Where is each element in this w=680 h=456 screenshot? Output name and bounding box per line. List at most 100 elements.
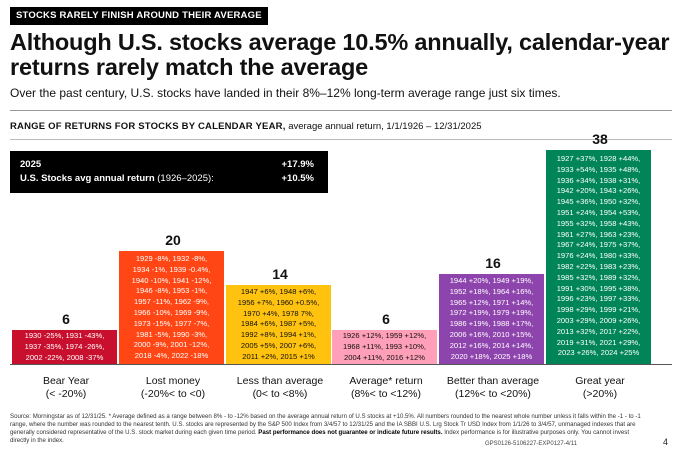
footnote-disclaimer: Past performance does not guarantee or i… <box>258 429 443 436</box>
bar-year-line: 1947 +6%, 1948 +6%, <box>240 287 317 296</box>
bar-year-line: 1930 -25%, 1931 -43%, <box>24 331 105 340</box>
footnote-tail: Index performance is for illustrative pu… <box>10 429 630 444</box>
chart-baseline <box>10 364 672 365</box>
bar-year-line: 1945 +36%, 1950 +32%, <box>556 197 641 207</box>
category-label: Better than average (12%< to <20%) <box>428 375 558 401</box>
section-tag: STOCKS RARELY FINISH AROUND THEIR AVERAG… <box>10 7 268 25</box>
divider <box>10 139 672 140</box>
bar-count-label: 38 <box>592 131 608 147</box>
bar-year-line: 2011 +2%, 2015 +1% <box>242 351 315 361</box>
legend-average-label: U.S. Stocks avg annual return <box>20 173 155 184</box>
legend-year-label: 2025 <box>20 159 42 170</box>
bar-count-label: 6 <box>62 311 70 327</box>
bar-years-list: 1927 +37%, 1928 +44%, 1933 +54%, 1935 +48… <box>546 154 651 359</box>
legend-average-value: +10.5% <box>281 173 315 184</box>
category-range: (>20%) <box>582 388 618 400</box>
bar-year-line: 1936 +34%, 1938 +31%, <box>556 175 641 185</box>
bar-year-line: 1996 +23%, 1997 +33%, <box>556 294 641 304</box>
chart-title: RANGE OF RETURNS FOR STOCKS BY CALENDAR … <box>10 121 482 132</box>
bar-year-line: 2013 +32%, 2017 +22%, <box>556 326 641 336</box>
bar-year-line: 1951 +24%, 1954 +53%, <box>556 207 641 217</box>
bar-year-line: 1998 +29%, 1999 +21%, <box>556 305 641 315</box>
bar-year-line: 1970 +4%, 1978 7%, <box>243 308 314 318</box>
category-range: (8%< to <12%) <box>350 388 422 400</box>
bar-year-line: 1956 +7%, 1960 +0.5%, <box>237 297 320 307</box>
bar-year-line: 1955 +32%, 1958 +43%, <box>556 218 641 228</box>
category-name: Lost money <box>145 375 201 387</box>
bar-year-line: 1942 +20%, 1943 +26%, <box>556 186 641 196</box>
bar-6 <box>546 150 651 364</box>
bar-year-line: 1966 -10%, 1969 -9%, <box>133 307 210 317</box>
bar-count-label: 14 <box>272 266 288 282</box>
legend-box: 2025 +17.9% U.S. Stocks avg annual retur… <box>10 151 328 193</box>
bar-year-line: 2005 +5%, 2007 +6%, <box>240 340 317 350</box>
bar-5 <box>439 274 544 364</box>
bar-year-line: 1991 +30%, 1995 +38%, <box>556 283 641 293</box>
bar-year-line: 1957 -11%, 1962 -9%, <box>133 297 209 307</box>
chart-title-rest: average annual return, 1/1/1926 – 12/31/… <box>285 121 482 132</box>
legend-row-2025: 2025 +17.9% <box>20 158 314 171</box>
category-range: (12%< to <20%) <box>455 388 531 400</box>
bar-year-line: 1937 -35%, 1974 -26%, <box>24 341 105 351</box>
bar-year-line: 1965 +12%, 1971 +14%, <box>449 297 534 307</box>
bar-year-line: 1972 +19%, 1979 +19%, <box>449 308 534 318</box>
bar-year-line: 1940 -10%, 1941 -12%, <box>131 275 212 285</box>
bar-years-list: 1926 +12%, 1959 +12%, 1968 +11%, 1993 +10… <box>332 331 437 363</box>
legend-year-value: +17.9% <box>281 159 315 170</box>
bar-years-list: 1930 -25%, 1931 -43%, 1937 -35%, 1974 -26… <box>12 331 117 363</box>
category-name: Bear Year <box>42 375 90 387</box>
page-number: 4 <box>663 437 669 447</box>
category-name: Average* return <box>349 375 423 387</box>
bar-year-line: 1926 +12%, 1959 +12%, <box>342 331 427 340</box>
document-code: GPS0126-5106227-EXP0127-4/11 <box>485 441 577 447</box>
legend-average-label-wrap: U.S. Stocks avg annual return (1926–2025… <box>20 172 214 185</box>
bar-year-line: 2012 +16%, 2014 +14%, <box>449 340 534 350</box>
category-name: Less than average <box>236 375 324 387</box>
category-label: Less than average (0< to <8%) <box>215 375 345 401</box>
bar-4 <box>332 330 437 364</box>
bar-2 <box>119 251 224 364</box>
bar-years-list: 1947 +6%, 1948 +6%, 1956 +7%, 1960 +0.5%,… <box>226 287 331 363</box>
bar-year-line: 1927 +37%, 1928 +44%, <box>556 154 641 163</box>
bar-count-label: 6 <box>382 311 390 327</box>
bar-year-line: 1976 +24%, 1980 +33%, <box>556 251 641 261</box>
category-name: Great year <box>575 375 625 387</box>
bar-year-line: 1961 +27%, 1963 +23%, <box>556 229 641 239</box>
bar-year-line: 1944 +20%, 1949 +19%, <box>449 276 534 285</box>
bar-year-line: 1982 +22%, 1983 +23%, <box>556 261 641 271</box>
bar-year-line: 2000 -9%, 2001 -12%, <box>133 340 210 350</box>
bar-year-line: 1992 +8%, 1994 +1%, <box>240 330 317 340</box>
bar-years-list: 1944 +20%, 1949 +19%, 1952 +18%, 1964 +16… <box>439 276 544 362</box>
bar-year-line: 1984 +6%, 1987 +5%, <box>240 319 317 329</box>
bar-year-line: 2006 +16%, 2010 +15%, <box>449 329 534 339</box>
category-range: (< -20%) <box>45 388 87 400</box>
divider <box>10 110 672 111</box>
bar-year-line: 1981 -5%, 1990 -3%, <box>135 329 208 339</box>
bar-3 <box>226 285 331 364</box>
bar-year-line: 1986 +19%, 1988 +17%, <box>449 319 534 329</box>
bar-years-list: 1929 -8%, 1932 -8%, 1934 -1%, 1939 -0.4%,… <box>119 254 224 362</box>
bar-year-line: 2004 +11%, 2016 +12% <box>344 352 425 362</box>
page-title: Although U.S. stocks average 10.5% annua… <box>10 29 670 80</box>
bar-count-label: 16 <box>485 255 501 271</box>
footnote: Source: Morningstar as of 12/31/25. * Av… <box>10 413 650 445</box>
bar-year-line: 2023 +26%, 2024 +25% <box>557 348 640 358</box>
bar-year-line: 2003 +29%, 2009 +26%, <box>556 315 641 325</box>
bar-1 <box>12 330 117 364</box>
legend-average-range: (1926–2025): <box>154 173 214 184</box>
bar-year-line: 2020 +18%, 2025 +18% <box>450 351 533 361</box>
legend-row-average: U.S. Stocks avg annual return (1926–2025… <box>20 172 314 185</box>
bar-count-label: 20 <box>165 232 181 248</box>
bar-year-line: 1929 -8%, 1932 -8%, <box>135 254 208 263</box>
footnote-text: Source: Morningstar as of 12/31/25. * Av… <box>10 413 641 436</box>
bar-year-line: 1933 +54%, 1935 +48%, <box>556 164 641 174</box>
category-label: Lost money (-20%< to <0) <box>108 375 238 401</box>
bar-year-line: 1968 +11%, 1993 +10%, <box>342 341 427 351</box>
page-subtitle: Over the past century, U.S. stocks have … <box>10 86 561 100</box>
bar-year-line: 1952 +18%, 1964 +16%, <box>449 286 534 296</box>
category-name: Better than average <box>446 375 540 387</box>
bar-year-line: 1946 -8%, 1953 -1%, <box>135 286 208 296</box>
category-label: Average* return (8%< to <12%) <box>321 375 451 401</box>
bar-year-line: 2018 -4%, 2022 -18% <box>134 351 209 361</box>
